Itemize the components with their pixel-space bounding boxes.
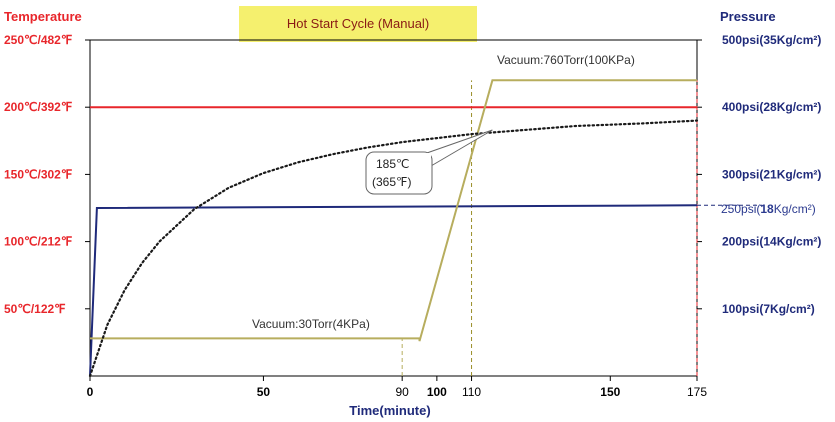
series-pressure	[89, 204, 698, 377]
x-tick-label-50: 50	[257, 385, 271, 399]
series-vacuum	[90, 79, 697, 342]
series-actual-temperature	[88, 119, 699, 378]
temperature-callout: 185℃ (365℉)	[365, 129, 493, 195]
left-tick-label-200: 200℃/392℉	[4, 100, 72, 114]
right-tick-label-200: 200psi(14Kg/cm²)	[722, 235, 821, 249]
right-tick-label-100: 100psi(7Kg/cm²)	[722, 302, 815, 316]
pressure-value-label: 250psi(18Kg/cm²)	[721, 202, 816, 216]
left-tick-label-100: 100℃/212℉	[4, 235, 72, 249]
x-tick-label-110: 110	[462, 385, 481, 399]
vacuum-high-label: Vacuum:760Torr(100KPa)	[497, 53, 635, 67]
right-axis-title: Pressure	[720, 9, 776, 24]
series-lines	[88, 79, 699, 378]
x-tick-label-175: 175	[687, 385, 707, 399]
x-axis-title: Time(minute)	[349, 403, 430, 418]
left-tick-label-50: 50℃/122℉	[4, 302, 66, 316]
vacuum-low-label: Vacuum:30Torr(4KPa)	[252, 317, 370, 331]
right-tick-label-300: 300psi(21Kg/cm²)	[722, 167, 821, 181]
x-tick-label-150: 150	[600, 385, 620, 399]
left-axis-title: Temperature	[4, 9, 82, 24]
reference-lines	[401, 80, 763, 376]
left-tick-label-250: 250℃/482℉	[4, 33, 72, 47]
right-axis-ticks: 500psi(35Kg/cm²) 400psi(28Kg/cm²) 300psi(2…	[697, 33, 821, 316]
title-banner	[239, 6, 477, 42]
callout-line1: 185℃	[376, 157, 410, 171]
left-axis-ticks: 250℃/482℉ 200℃/392℉ 150℃/302℉ 100℃/212℉ 50℃/…	[4, 33, 90, 316]
callout-box	[365, 151, 433, 195]
pressure-value-bold: 18	[760, 202, 774, 216]
chart-title: Hot Start Cycle (Manual)	[287, 16, 429, 31]
left-tick-label-150: 150℃/302℉	[4, 167, 72, 181]
x-tick-label-90: 90	[395, 385, 409, 399]
callout-mask	[425, 153, 431, 167]
right-tick-label-400: 400psi(28Kg/cm²)	[722, 100, 821, 114]
pressure-value-prefix: 250psi(	[721, 202, 760, 216]
callout-line2: (365℉)	[372, 175, 411, 189]
pressure-value-suffix: Kg/cm²)	[774, 202, 816, 216]
x-axis-ticks: 0 50 90 100 110 150 175	[87, 376, 707, 399]
x-tick-label-100: 100	[427, 385, 447, 399]
x-tick-label-0: 0	[87, 385, 94, 399]
right-tick-label-500: 500psi(35Kg/cm²)	[722, 33, 821, 47]
